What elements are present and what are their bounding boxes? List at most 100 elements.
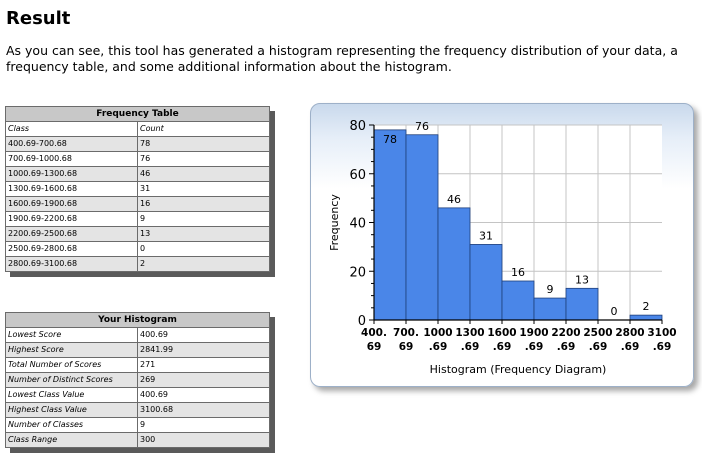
- frequency-table-row: 1900.69-2200.68 9: [5, 211, 270, 227]
- stat-label: Total Number of Scores: [5, 357, 138, 373]
- x-tick-label: .69: [621, 341, 640, 353]
- frequency-table-row: 2500.69-2800.68 0: [5, 241, 270, 257]
- x-tick-label: 69: [367, 341, 382, 353]
- histogram-chart-panel: 0 20 40 60 80 78 76 46 31 16 9 13 0 2 400. 69 700. 69 1000…: [310, 103, 694, 387]
- intro-text: As you can see, this tool has generated …: [6, 43, 702, 75]
- frequency-table-panel: Frequency Table Class Count 400.69-700.6…: [5, 106, 275, 277]
- bar-value-label: 13: [575, 273, 589, 286]
- class-cell: 1000.69-1300.68: [5, 166, 138, 182]
- stat-value: 3100.68: [137, 402, 270, 418]
- count-cell: 0: [137, 241, 270, 257]
- class-cell: 2800.69-3100.68: [5, 256, 138, 272]
- frequency-table-header-row: Class Count: [5, 121, 270, 137]
- y-tick-label: 80: [349, 119, 366, 134]
- x-tick-label: 1000: [423, 327, 452, 339]
- x-tick-label: .69: [429, 341, 448, 353]
- x-tick-label: 2500: [583, 327, 612, 339]
- stat-value: 271: [137, 357, 270, 373]
- count-cell: 76: [137, 151, 270, 167]
- histogram-bar: [533, 297, 567, 321]
- stat-value: 400.69: [137, 387, 270, 403]
- x-axis-title: Histogram (Frequency Diagram): [430, 363, 607, 376]
- x-tick-label: 1600: [487, 327, 516, 339]
- x-tick-label: 1900: [519, 327, 548, 339]
- count-cell: 2: [137, 256, 270, 272]
- y-tick-label: 20: [349, 265, 366, 280]
- histogram-info-row: Highest Score 2841.99: [5, 342, 270, 358]
- histogram-info-row: Lowest Class Value 400.69: [5, 387, 270, 403]
- page-title: Result: [6, 8, 71, 29]
- x-tick-label: .69: [461, 341, 480, 353]
- count-cell: 46: [137, 166, 270, 182]
- stat-label: Lowest Score: [5, 327, 138, 343]
- bar-value-label: 2: [643, 300, 650, 313]
- class-cell: 400.69-700.68: [5, 136, 138, 152]
- stat-label: Class Range: [5, 432, 138, 448]
- histogram-bar: [373, 129, 407, 321]
- histogram-bar: [565, 287, 599, 321]
- x-tick-label: 2800: [615, 327, 644, 339]
- bar-value-label: 0: [611, 305, 618, 318]
- frequency-table-title: Frequency Table: [5, 106, 270, 122]
- class-cell: 1300.69-1600.68: [5, 181, 138, 197]
- x-tick-label: .69: [525, 341, 544, 353]
- count-cell: 31: [137, 181, 270, 197]
- stat-label: Number of Distinct Scores: [5, 372, 138, 388]
- y-tick-label: 0: [358, 314, 366, 329]
- x-tick-label: .69: [493, 341, 512, 353]
- frequency-table-row: 400.69-700.68 78: [5, 136, 270, 152]
- count-cell: 78: [137, 136, 270, 152]
- y-tick-label: 40: [349, 217, 366, 232]
- count-cell: 9: [137, 211, 270, 227]
- histogram-bar: [629, 314, 663, 321]
- bar-value-label: 31: [479, 229, 493, 242]
- column-header-count: Count: [137, 121, 270, 137]
- frequency-table-row: 1000.69-1300.68 46: [5, 166, 270, 182]
- histogram-chart: 0 20 40 60 80 78 76 46 31 16 9 13 0 2 400. 69 700. 69 1000…: [328, 119, 677, 376]
- stat-value: 300: [137, 432, 270, 448]
- stat-value: 2841.99: [137, 342, 270, 358]
- class-cell: 2500.69-2800.68: [5, 241, 138, 257]
- x-tick-label: .69: [557, 341, 576, 353]
- class-cell: 1600.69-1900.68: [5, 196, 138, 212]
- bar-value-label: 46: [447, 193, 461, 206]
- count-cell: 13: [137, 226, 270, 242]
- histogram-info-row: Class Range 300: [5, 432, 270, 448]
- x-tick-label: 700.: [393, 327, 419, 339]
- x-tick-label: .69: [653, 341, 672, 353]
- bar-value-label: 78: [383, 133, 397, 146]
- x-tick-label: 400.: [361, 327, 387, 339]
- stat-label: Highest Score: [5, 342, 138, 358]
- class-cell: 1900.69-2200.68: [5, 211, 138, 227]
- histogram-info-table: Your Histogram Lowest Score 400.69 Highest…: [5, 312, 270, 448]
- column-header-class: Class: [5, 121, 138, 137]
- class-cell: 2200.69-2500.68: [5, 226, 138, 242]
- count-cell: 16: [137, 196, 270, 212]
- stat-label: Lowest Class Value: [5, 387, 138, 403]
- histogram-info-row: Lowest Score 400.69: [5, 327, 270, 343]
- histogram-bar: [405, 134, 439, 321]
- histogram-info-panel: Your Histogram Lowest Score 400.69 Highest…: [5, 312, 275, 453]
- histogram-bar: [469, 244, 503, 321]
- frequency-table: Frequency Table Class Count 400.69-700.6…: [5, 106, 270, 272]
- histogram-info-row: Highest Class Value 3100.68: [5, 402, 270, 418]
- x-tick-label: 1300: [455, 327, 484, 339]
- frequency-table-row: 2800.69-3100.68 2: [5, 256, 270, 272]
- x-tick-label: 2200: [551, 327, 580, 339]
- stat-label: Number of Classes: [5, 417, 138, 433]
- stat-label: Highest Class Value: [5, 402, 138, 418]
- bar-value-label: 76: [415, 120, 429, 133]
- frequency-table-row: 1600.69-1900.68 16: [5, 196, 270, 212]
- histogram-info-row: Number of Distinct Scores 269: [5, 372, 270, 388]
- histogram-info-title: Your Histogram: [5, 312, 270, 328]
- bar-value-label: 16: [511, 266, 525, 279]
- intro-line-1: As you can see, this tool has generated …: [6, 43, 678, 58]
- frequency-table-row: 2200.69-2500.68 13: [5, 226, 270, 242]
- bar-value-label: 9: [547, 283, 554, 296]
- y-tick-label: 60: [349, 168, 366, 183]
- class-cell: 700.69-1000.68: [5, 151, 138, 167]
- y-axis-title: Frequency: [328, 194, 341, 251]
- intro-line-2: frequency table, and some additional inf…: [6, 59, 452, 74]
- stat-value: 400.69: [137, 327, 270, 343]
- histogram-info-row: Number of Classes 9: [5, 417, 270, 433]
